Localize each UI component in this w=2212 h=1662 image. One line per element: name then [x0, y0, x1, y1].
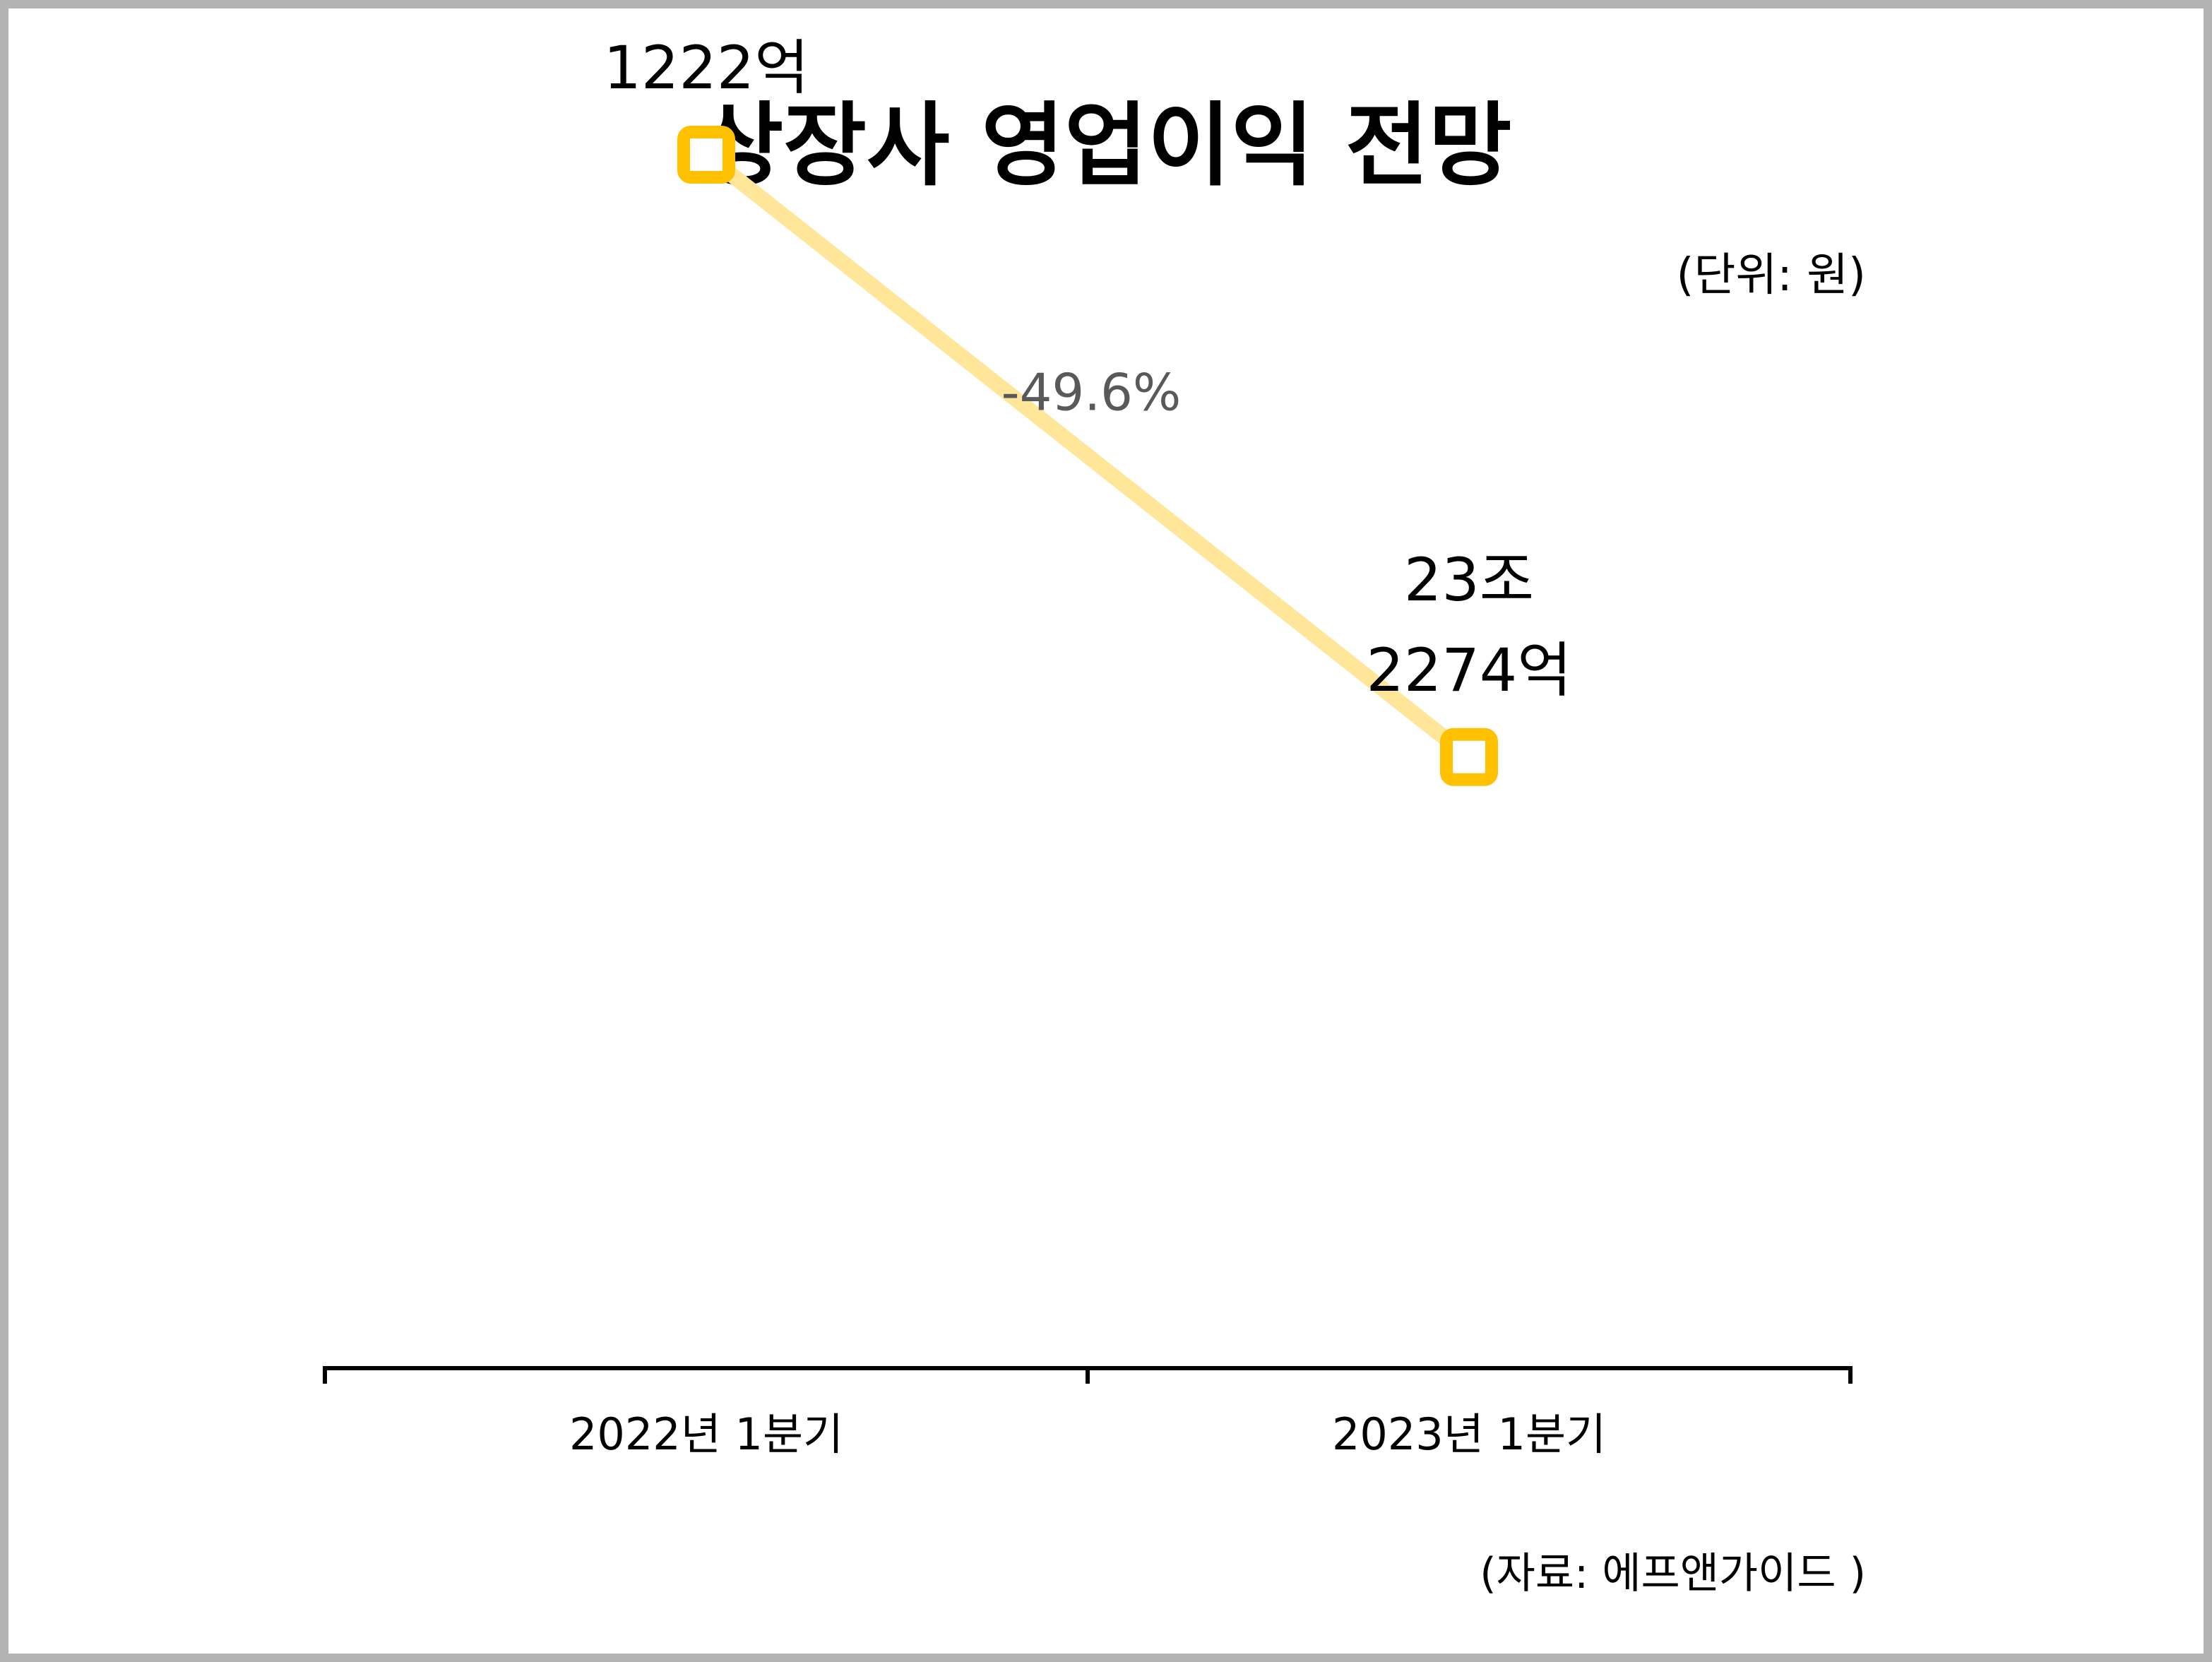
data-label: 2274억 [1366, 636, 1571, 705]
data-label: 1222억 [603, 33, 809, 102]
data-point-marker [1440, 728, 1498, 786]
series-line [698, 146, 1477, 765]
data-label: 46조 [641, 0, 771, 12]
unit-note: (단위: 원) [1676, 249, 1866, 302]
change-percent-label: -49.6% [1001, 362, 1182, 422]
x-tick-label: 2023년 1분기 [1332, 1408, 1606, 1460]
data-point-marker [677, 125, 735, 184]
chart-title: 상장사 영업이익 전망 [700, 93, 1512, 198]
x-tick-label: 2022년 1분기 [569, 1408, 843, 1460]
source-note: (자료: 에프앤가이드 ) [1480, 1549, 1866, 1598]
data-label: 23조 [1404, 545, 1534, 615]
